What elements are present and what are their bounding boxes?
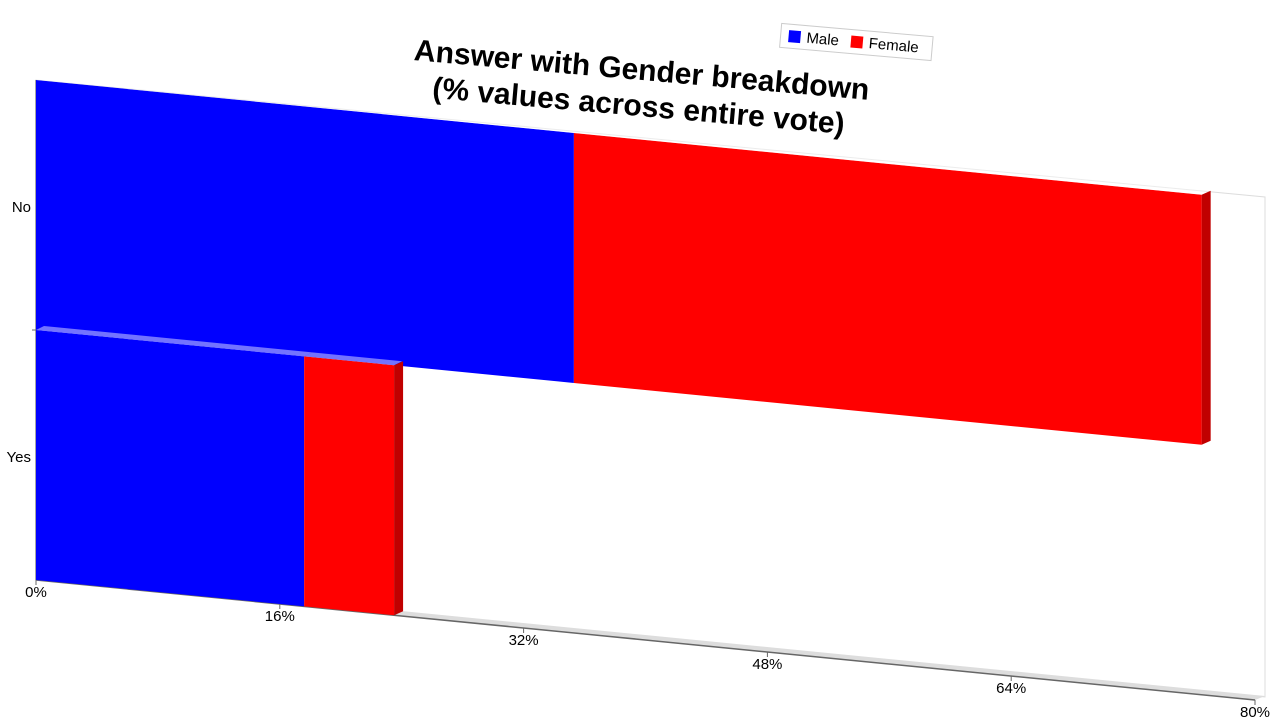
bar-segment — [36, 330, 305, 607]
y-tick-label: No — [12, 199, 31, 216]
legend-swatch — [788, 30, 802, 44]
bar-side — [394, 361, 404, 616]
bar-segment — [36, 80, 574, 383]
x-tick-label: 32% — [509, 632, 539, 649]
legend-label: Male — [806, 30, 840, 50]
legend: Male Female — [779, 22, 934, 62]
bar-top-highlight — [573, 128, 1210, 195]
x-tick-label: 48% — [752, 656, 782, 673]
x-tick-label: 64% — [996, 680, 1026, 697]
x-tick-label: 80% — [1240, 704, 1270, 720]
bar-side — [1201, 190, 1211, 445]
bar-top-highlight — [304, 352, 403, 366]
bar-top-highlight — [36, 326, 313, 357]
bar-segment — [304, 356, 395, 616]
x-tick-label: 16% — [265, 608, 295, 625]
y-tick-label: Yes — [7, 449, 31, 466]
legend-swatch — [850, 35, 864, 49]
legend-label: Female — [868, 35, 919, 56]
bar-top-highlight — [36, 76, 582, 133]
bar-segment — [573, 132, 1202, 445]
x-tick-label: 0% — [25, 584, 47, 601]
